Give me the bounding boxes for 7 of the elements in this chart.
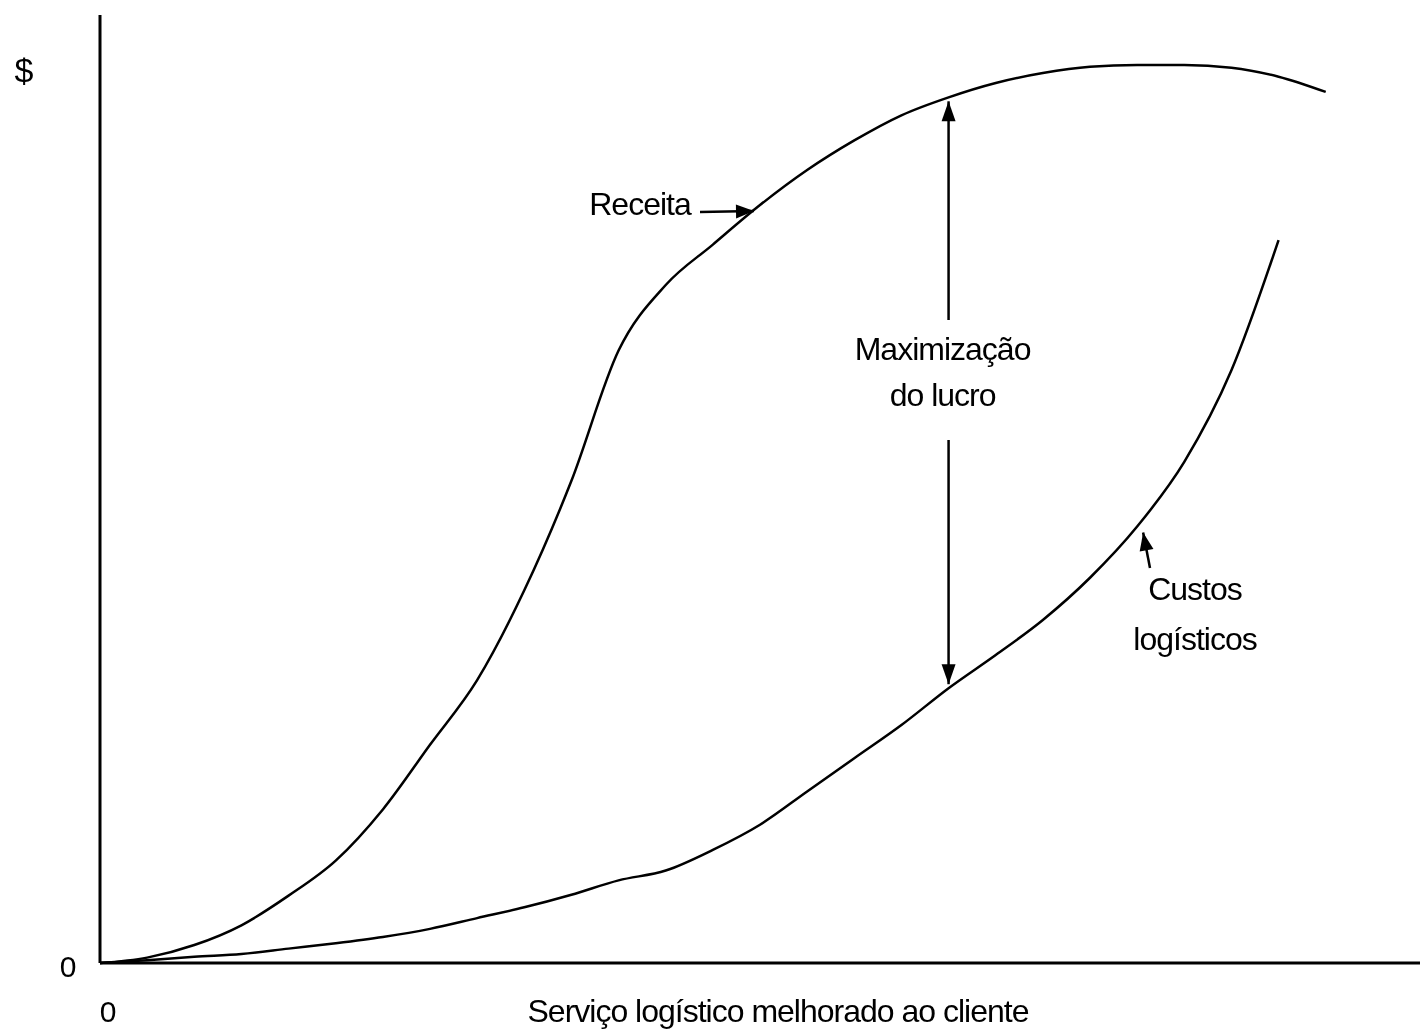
y-axis-title: $ (14, 51, 34, 89)
text: 0 (59, 950, 77, 983)
annotation: Maximização do lucro (854, 331, 1031, 413)
series-label: Custos logísticos (1133, 571, 1257, 657)
legend-label: Receita (589, 186, 692, 222)
text: 0 (99, 995, 117, 1028)
x-axis-title: Serviço logístico melhorado ao cliente (527, 993, 1029, 1029)
